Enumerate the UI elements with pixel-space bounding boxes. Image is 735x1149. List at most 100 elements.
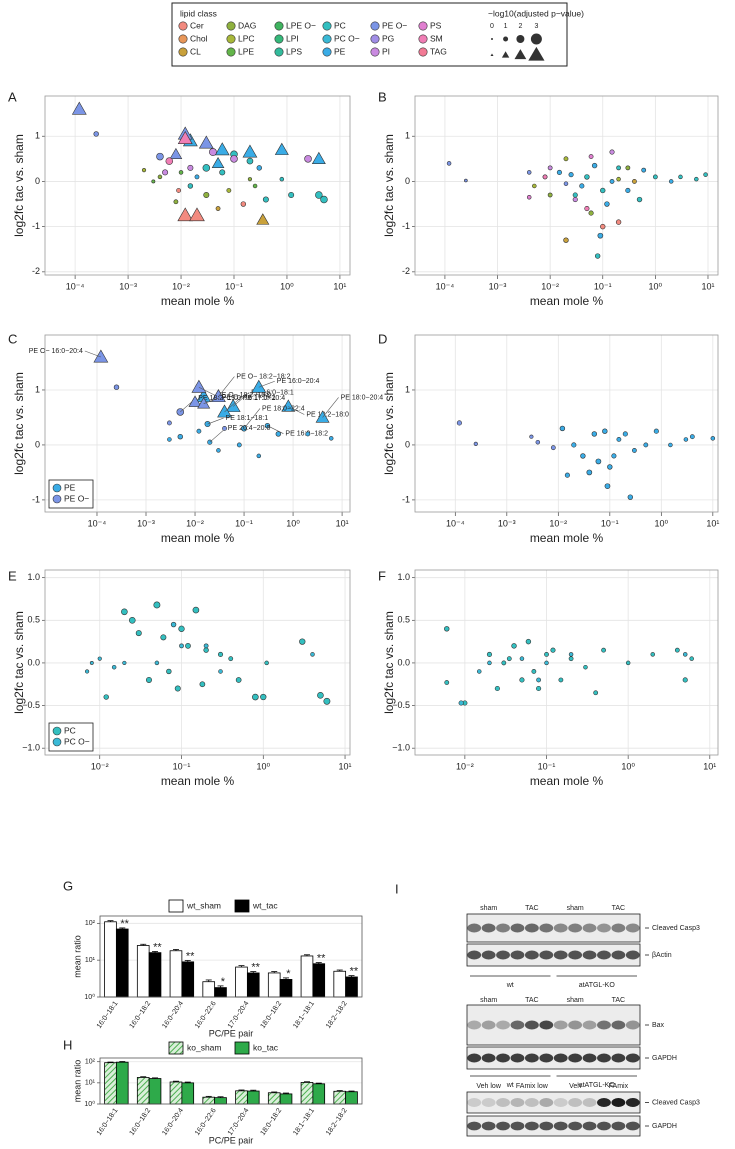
blot-band (568, 950, 583, 960)
data-point (194, 174, 200, 180)
legend-label: PI (382, 46, 390, 56)
legend-label: PC O− (334, 33, 360, 43)
y-axis-title: mean ratio (72, 1060, 82, 1103)
point-label: PE 17:0−20:4 (243, 395, 286, 402)
blot-band (467, 923, 482, 933)
data-point (166, 420, 172, 426)
row-label: Cleaved Casp3 (652, 925, 700, 932)
blot-band (496, 1121, 510, 1131)
bar (300, 955, 314, 998)
x-tick-label: 10⁻¹ (538, 761, 556, 771)
x-axis-title: PC/PE pair (209, 1135, 254, 1145)
data-point (275, 431, 282, 437)
data-point (631, 448, 637, 453)
data-point (529, 434, 534, 439)
row-label: Bax (652, 1022, 665, 1029)
data-point (547, 165, 553, 171)
data-point (506, 656, 512, 662)
legend-swatch (418, 21, 428, 31)
blot-band (553, 1098, 568, 1107)
data-point (153, 601, 161, 609)
data-point (597, 232, 604, 239)
legend-label: LPE O− (286, 20, 316, 30)
data-point (165, 157, 174, 165)
x-tick-label: 10⁻¹ (235, 518, 253, 528)
bar (312, 1083, 326, 1105)
legend-swatch (370, 21, 380, 31)
x-tick-label: 10⁻² (91, 761, 109, 771)
plot-border (414, 95, 719, 276)
point-label: PE 18:0−22:4 (262, 405, 305, 412)
x-tick-label: 16:0−18:2 (129, 1107, 153, 1137)
data-point (627, 494, 634, 500)
x-tick-label: 10¹ (336, 518, 349, 528)
plot-border (44, 569, 351, 756)
x-tick-label: 17:0−20:4 (227, 1000, 251, 1030)
data-point (519, 677, 525, 683)
data-point (588, 210, 594, 216)
data-point (544, 652, 549, 657)
size-legend-label: 1 (504, 23, 508, 30)
data-point (526, 195, 532, 200)
x-tick-label: 10¹ (706, 518, 719, 528)
x-axis-title: mean mole % (161, 774, 235, 788)
blot-band (553, 1020, 568, 1030)
legend-swatch (226, 21, 236, 31)
label-leader (203, 397, 220, 404)
data-point (305, 431, 311, 437)
blot-membrane (466, 1046, 641, 1070)
panel-label: G (63, 878, 73, 893)
blot-band (553, 923, 568, 933)
label-leader (198, 386, 216, 396)
blot-band (625, 1098, 640, 1107)
data-point (563, 237, 569, 243)
data-point (252, 693, 259, 701)
y-tick-label: 0.0 (397, 657, 410, 667)
panel-label: F (378, 568, 386, 583)
blot-band (582, 923, 597, 933)
data-point (328, 436, 334, 441)
blot-band (481, 1053, 496, 1063)
legend-label: LPC (238, 33, 255, 43)
blot-band (611, 923, 626, 933)
label-leader (84, 350, 101, 358)
data-point (89, 660, 94, 665)
data-point (167, 437, 172, 442)
bar (246, 972, 260, 998)
significance-label: ** (350, 966, 359, 978)
significance-label: * (286, 968, 291, 980)
data-point (564, 472, 570, 478)
data-point (584, 174, 590, 180)
legend-label: ko_tac (253, 1042, 279, 1052)
legend-swatch (52, 737, 62, 747)
blot-band (481, 1121, 496, 1131)
data-point (616, 437, 622, 442)
y-axis-title: log2fc tac vs. sham (12, 134, 26, 237)
data-point (279, 176, 285, 182)
bar (333, 970, 347, 998)
legend-swatch (52, 494, 62, 504)
data-point (262, 196, 269, 203)
data-point (584, 206, 590, 212)
y-tick-label: −1.0 (392, 743, 410, 753)
data-point (84, 669, 90, 674)
x-axis-title: mean mole % (161, 531, 235, 545)
y-tick-label: 1.0 (27, 572, 40, 582)
y-tick-label: 0.5 (397, 615, 410, 625)
data-point (226, 188, 232, 193)
panel-label: E (8, 568, 17, 583)
data-point (251, 379, 267, 393)
legend-label: Cer (190, 20, 204, 30)
y-tick-label: 10⁰ (84, 993, 95, 1001)
legend-label: LPI (286, 33, 299, 43)
blot-band (582, 1121, 597, 1131)
x-tick-label: 10⁻² (186, 518, 204, 528)
point-label: PE O− 18:2−18:2 (236, 373, 290, 380)
data-point (198, 135, 214, 149)
data-point (315, 191, 323, 199)
lane-label: FAmix low (516, 1083, 549, 1090)
bar (345, 1091, 358, 1105)
data-point (113, 384, 120, 390)
legend-swatch (370, 47, 380, 57)
